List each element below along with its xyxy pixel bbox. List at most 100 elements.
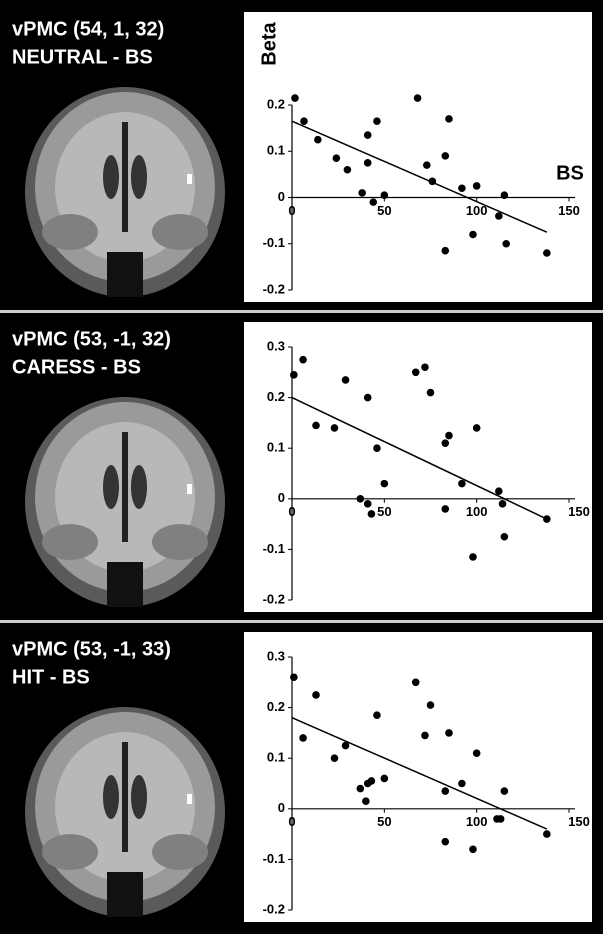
point xyxy=(499,500,507,508)
point xyxy=(373,711,381,719)
point xyxy=(381,480,389,488)
point xyxy=(441,439,449,447)
y-tick-label: 0.1 xyxy=(267,750,285,765)
panel-subtitle: NEUTRAL - BS xyxy=(12,46,153,68)
divider xyxy=(0,310,603,313)
point xyxy=(543,249,551,257)
point xyxy=(312,691,320,699)
point xyxy=(412,369,420,377)
brain-image xyxy=(107,562,143,607)
point xyxy=(344,166,352,174)
point xyxy=(473,424,481,432)
brain-image xyxy=(103,775,119,819)
panel-subtitle: CARESS - BS xyxy=(12,356,141,378)
brain-image xyxy=(107,252,143,297)
point xyxy=(358,189,366,197)
point xyxy=(331,754,339,762)
y-tick-label: 0.2 xyxy=(267,96,285,111)
brain-image xyxy=(103,155,119,199)
point xyxy=(342,376,350,384)
y-tick-label: 0.3 xyxy=(267,338,285,353)
point xyxy=(299,356,307,364)
point xyxy=(291,94,299,102)
point xyxy=(364,394,372,402)
point xyxy=(300,117,308,125)
plot-area xyxy=(244,322,592,612)
x-tick-label: 150 xyxy=(568,504,590,519)
point xyxy=(421,732,429,740)
y-tick-label: 0 xyxy=(278,800,285,815)
point xyxy=(423,161,431,169)
point xyxy=(469,845,477,853)
point xyxy=(331,424,339,432)
point xyxy=(441,505,449,513)
y-tick-label: 0 xyxy=(278,189,285,204)
point xyxy=(414,94,422,102)
x-tick-label: 50 xyxy=(377,504,391,519)
brain-marker xyxy=(187,484,192,494)
x-tick-label: 100 xyxy=(466,504,488,519)
point xyxy=(364,500,372,508)
x-tick-label: 0 xyxy=(288,504,295,519)
panel-title: vPMC (53, -1, 32) xyxy=(12,328,171,350)
x-tick-label: 150 xyxy=(558,203,580,218)
point xyxy=(373,117,381,125)
point xyxy=(427,389,435,397)
point xyxy=(441,787,449,795)
point xyxy=(501,533,509,541)
brain-image xyxy=(42,214,98,250)
point xyxy=(495,212,503,220)
point xyxy=(357,785,365,793)
point xyxy=(543,830,551,838)
point xyxy=(502,240,510,248)
point xyxy=(373,444,381,452)
point xyxy=(469,231,477,239)
brain-marker xyxy=(187,794,192,804)
point xyxy=(368,510,376,518)
point xyxy=(421,363,429,371)
y-tick-label: -0.2 xyxy=(263,901,285,916)
x-tick-label: 50 xyxy=(377,203,391,218)
point xyxy=(381,191,389,199)
brain-image xyxy=(152,834,208,870)
brain-image xyxy=(42,524,98,560)
y-tick-label: 0.3 xyxy=(267,648,285,663)
point xyxy=(362,797,370,805)
x-tick-label: 100 xyxy=(466,814,488,829)
x-tick-label: 0 xyxy=(288,203,295,218)
y-tick-label: -0.2 xyxy=(263,281,285,296)
point xyxy=(445,115,453,123)
point xyxy=(441,247,449,255)
y-tick-label: -0.1 xyxy=(263,235,285,250)
brain-image xyxy=(152,524,208,560)
point xyxy=(501,787,509,795)
brain-image xyxy=(122,742,128,852)
point xyxy=(299,734,307,742)
point xyxy=(497,815,505,823)
point xyxy=(501,191,509,199)
figure: vPMC (54, 1, 32) NEUTRAL - BS 0.2 0.1 0 -0.1 -… xyxy=(0,0,603,934)
y-tick-label: -0.2 xyxy=(263,591,285,606)
x-tick-label: 50 xyxy=(377,814,391,829)
point xyxy=(312,422,320,430)
point xyxy=(441,838,449,846)
panel-title: vPMC (54, 1, 32) xyxy=(12,18,164,40)
brain-image xyxy=(131,155,147,199)
point xyxy=(458,780,466,788)
x-tick-label: 150 xyxy=(568,814,590,829)
point xyxy=(381,775,389,783)
point xyxy=(290,371,298,379)
brain-image xyxy=(122,122,128,232)
point xyxy=(364,131,372,139)
x-tick-label: 0 xyxy=(288,814,295,829)
divider xyxy=(0,620,603,623)
point xyxy=(369,198,377,206)
point xyxy=(333,154,341,162)
point xyxy=(290,673,298,681)
point xyxy=(314,136,322,144)
point xyxy=(412,679,420,687)
y-tick-label: 0.2 xyxy=(267,389,285,404)
panel-title: vPMC (53, -1, 33) xyxy=(12,638,171,660)
y-tick-label: 0.2 xyxy=(267,699,285,714)
point xyxy=(469,553,477,561)
